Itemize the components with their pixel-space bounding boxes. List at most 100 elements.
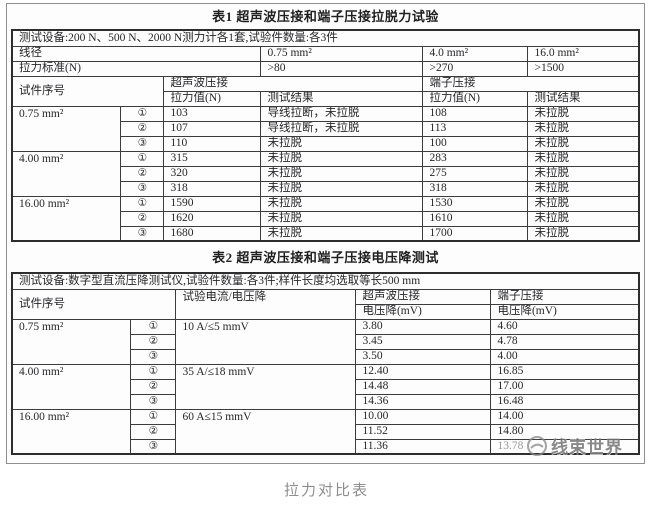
- table-row: 试件序号 试验电流/电压降 超声波压接 端子压接: [11, 288, 640, 320]
- table1-title: 表1 超声波压接和端子压接拉脱力试验: [212, 9, 439, 24]
- specimen-no-cell: ③: [120, 225, 165, 242]
- specimen-no-cell: ②: [130, 333, 177, 350]
- test-result-cell: 未拉脱: [527, 135, 640, 152]
- test-result-cell: 未拉脱: [527, 210, 640, 227]
- test-result-cell: 未拉脱: [260, 165, 424, 182]
- result-header: 测试结果: [260, 90, 424, 107]
- test-current-header: 试验电流/电压降: [175, 288, 357, 320]
- figure-caption: 拉力对比表: [283, 482, 369, 499]
- scan-frame: 表1 超声波压接和端子压接拉脱力试验 测试设备:200 N、500 N、2000…: [6, 3, 645, 464]
- specimen-no-cell: ③: [130, 438, 177, 455]
- test-result-cell: 导线拉断，未拉脱: [260, 120, 424, 137]
- pull-force-cell: 1700: [422, 225, 529, 242]
- terminal-header: 端子压接: [422, 75, 640, 92]
- table-row: 16.00 mm² ① 1590 未拉脱 1530 未拉脱: [11, 195, 640, 242]
- voltage-drop-cell: 3.50: [355, 348, 492, 365]
- voltage-drop-cell: 11.52: [355, 423, 492, 440]
- table-row: ② 14.48 17.00: [12, 378, 640, 395]
- specimen-no-cell: ②: [120, 120, 165, 137]
- specimen-no-cell: ②: [120, 165, 165, 182]
- specimen-no-cell: ①: [120, 195, 165, 212]
- table-row: 测试设备:数字型直流压降测试仪,试验件数量:各3件;样件长度均选取等长500 m…: [11, 272, 640, 290]
- test-result-cell: 未拉脱: [527, 180, 640, 197]
- table1-equipment-note: 测试设备:200 N、500 N、2000 N测力计各1套,试验件数量:各3件: [11, 29, 640, 47]
- specimen-no-cell: ①: [120, 105, 165, 122]
- pull-standard-cell: >80: [260, 60, 424, 77]
- wire-size-cell: 0.75 mm²: [11, 318, 132, 365]
- pull-force-cell: 1620: [163, 210, 262, 227]
- pull-force-cell: 318: [163, 180, 262, 197]
- specimen-no-cell: ③: [130, 393, 177, 410]
- pull-force-cell: 1590: [163, 195, 262, 212]
- wire-size-cell: 16.00 mm²: [11, 408, 132, 455]
- pull-standard-cell: >1500: [527, 60, 640, 77]
- pull-force-cell: 110: [163, 135, 262, 152]
- voltage-drop-cell: 14.00: [490, 408, 640, 425]
- voltage-drop-cell: 4.00: [490, 348, 640, 365]
- wire-size-cell: 4.0 mm²: [422, 45, 529, 62]
- test-result-cell: 未拉脱: [527, 120, 640, 137]
- voltage-drop-cell: 10.00: [355, 408, 492, 425]
- specimen-no-cell: ①: [130, 363, 177, 380]
- test-result-cell: 未拉脱: [527, 165, 640, 182]
- specimen-no-cell: ①: [120, 150, 165, 167]
- specimen-no-cell: ③: [120, 135, 165, 152]
- test-result-cell: 未拉脱: [527, 105, 640, 122]
- pull-force-cell: 113: [422, 120, 529, 137]
- table-row: 4.00 mm² ① 315 未拉脱 283 未拉脱: [11, 150, 640, 197]
- voltage-drop-header: 电压降(mV): [490, 303, 640, 320]
- force-header: 拉力值(N): [422, 90, 529, 107]
- pull-force-cell: 1610: [422, 210, 529, 227]
- specimen-header: 试件序号: [11, 288, 177, 320]
- voltage-drop-cell: 13.78: [490, 438, 640, 455]
- pull-force-cell: 315: [163, 150, 262, 167]
- pull-force-cell: 1530: [422, 195, 529, 212]
- specimen-no-cell: ③: [120, 180, 165, 197]
- specimen-no-cell: ③: [130, 348, 177, 365]
- pull-force-cell: 1680: [163, 225, 262, 242]
- table-row: 电压降(mV) 电压降(mV): [12, 303, 640, 320]
- table-row: ③ 318 未拉脱 318 未拉脱: [12, 180, 640, 197]
- test-result-cell: 导线拉断，未拉脱: [260, 105, 424, 122]
- voltage-drop-cell: 4.60: [490, 318, 640, 335]
- table-row: ② 1620 未拉脱 1610 未拉脱: [12, 210, 640, 227]
- test-result-cell: 未拉脱: [260, 225, 424, 242]
- table2-equipment-note: 测试设备:数字型直流压降测试仪,试验件数量:各3件;样件长度均选取等长500 m…: [11, 272, 640, 290]
- test-result-cell: 未拉脱: [527, 195, 640, 212]
- table-row: ③ 3.50 4.00: [12, 348, 640, 365]
- pull-force-cell: 107: [163, 120, 262, 137]
- pull-force-cell: 108: [422, 105, 529, 122]
- table1-pull-off-force: 测试设备:200 N、500 N、2000 N测力计各1套,试验件数量:各3件 …: [10, 29, 641, 242]
- table-row: ③ 14.36 16.48: [12, 393, 640, 410]
- table-row: 4.00 mm² ① 35 A/≤18 mmV 12.40 16.85: [11, 363, 640, 410]
- wire-size-cell: 4.00 mm²: [11, 150, 122, 197]
- specimen-no-cell: ②: [130, 423, 177, 440]
- wire-size-cell: 4.00 mm²: [11, 363, 132, 410]
- pull-force-cell: 318: [422, 180, 529, 197]
- specimen-no-cell: ②: [120, 210, 165, 227]
- pull-force-cell: 100: [422, 135, 529, 152]
- test-current-cell: 60 A≤15 mmV: [175, 408, 357, 455]
- table-row: 拉力标准(N) >80 >270 >1500: [11, 60, 640, 77]
- specimen-header: 试件序号: [11, 75, 165, 107]
- pull-force-cell: 320: [163, 165, 262, 182]
- table-row: ② 320 未拉脱 275 未拉脱: [12, 165, 640, 182]
- voltage-drop-header: 电压降(mV): [355, 303, 492, 320]
- voltage-drop-cell: 16.85: [490, 363, 640, 380]
- voltage-drop-cell: 16.48: [490, 393, 640, 410]
- voltage-drop-cell: 3.45: [355, 333, 492, 350]
- voltage-drop-cell: 12.40: [355, 363, 492, 380]
- test-current-cell: 35 A/≤18 mmV: [175, 363, 357, 410]
- test-result-cell: 未拉脱: [260, 135, 424, 152]
- specimen-no-cell: ①: [130, 318, 177, 335]
- test-result-cell: 未拉脱: [527, 225, 640, 242]
- result-header: 测试结果: [527, 90, 640, 107]
- wire-size-cell: 0.75 mm²: [11, 105, 122, 152]
- ultrasonic-header: 超声波压接: [355, 288, 492, 305]
- wire-diameter-label: 线径: [11, 45, 262, 62]
- voltage-drop-cell: 14.48: [355, 378, 492, 395]
- voltage-drop-cell: 4.78: [490, 333, 640, 350]
- wire-size-cell: 0.75 mm²: [260, 45, 424, 62]
- pull-force-cell: 283: [422, 150, 529, 167]
- pull-force-cell: 103: [163, 105, 262, 122]
